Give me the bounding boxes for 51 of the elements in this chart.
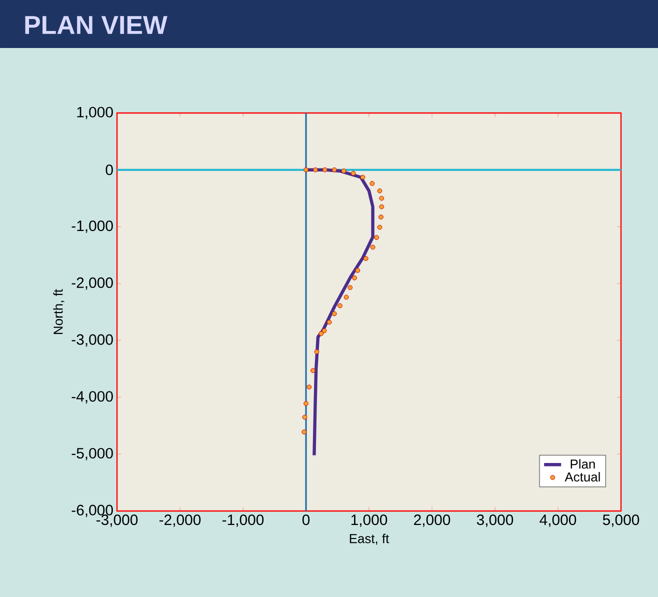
point: [304, 401, 308, 406]
x-tick-label: 3,000: [476, 514, 514, 527]
point: [304, 167, 308, 172]
point: [348, 285, 353, 290]
chart-title: PLAN VIEW: [25, 16, 168, 34]
point: [377, 188, 382, 194]
x-tick-label: 0: [302, 514, 310, 526]
point: [350, 170, 356, 176]
y-tick-label: -4,000: [72, 391, 113, 404]
point: [370, 244, 376, 250]
point: [344, 294, 349, 300]
point: [332, 311, 337, 316]
x-tick-label: 2,000: [414, 514, 450, 527]
y-tick-label: -5,000: [72, 448, 113, 460]
legend-label: Plan: [570, 459, 595, 469]
point: [338, 303, 342, 308]
x-tick-label: 5,000: [602, 514, 640, 527]
y-tick-label: 0: [106, 164, 113, 176]
point: [379, 204, 384, 210]
point: [318, 331, 324, 336]
x-tick-label: -2,000: [159, 514, 201, 527]
point: [302, 414, 308, 420]
x-tick-label: 1,000: [351, 514, 388, 527]
point: [363, 256, 368, 261]
point: [341, 168, 346, 174]
point: [370, 181, 375, 186]
point: [313, 167, 318, 172]
point: [310, 368, 316, 373]
y-tick-label: -1,000: [72, 220, 113, 233]
point: [374, 235, 380, 240]
point: [352, 275, 357, 280]
y-tick-label: 1,000: [77, 106, 113, 120]
point: [332, 167, 337, 172]
x-axis-title: East, ft: [350, 534, 390, 545]
point: [378, 214, 384, 220]
point: [377, 224, 382, 230]
point: [314, 349, 320, 354]
y-tick-label: -2,000: [72, 277, 113, 290]
y-tick-label: -3,000: [72, 334, 113, 347]
legend-label: Actual: [564, 472, 600, 482]
point: [326, 320, 332, 325]
point: [322, 167, 328, 172]
point: [306, 384, 312, 390]
point: [355, 268, 360, 273]
point: [360, 174, 366, 180]
point: [302, 430, 307, 434]
x-tick-label: 4,000: [540, 514, 576, 527]
y-axis-title: North, ft: [53, 289, 64, 334]
point: [322, 328, 327, 334]
point: [379, 196, 384, 201]
x-tick-label: -1,000: [222, 514, 264, 527]
